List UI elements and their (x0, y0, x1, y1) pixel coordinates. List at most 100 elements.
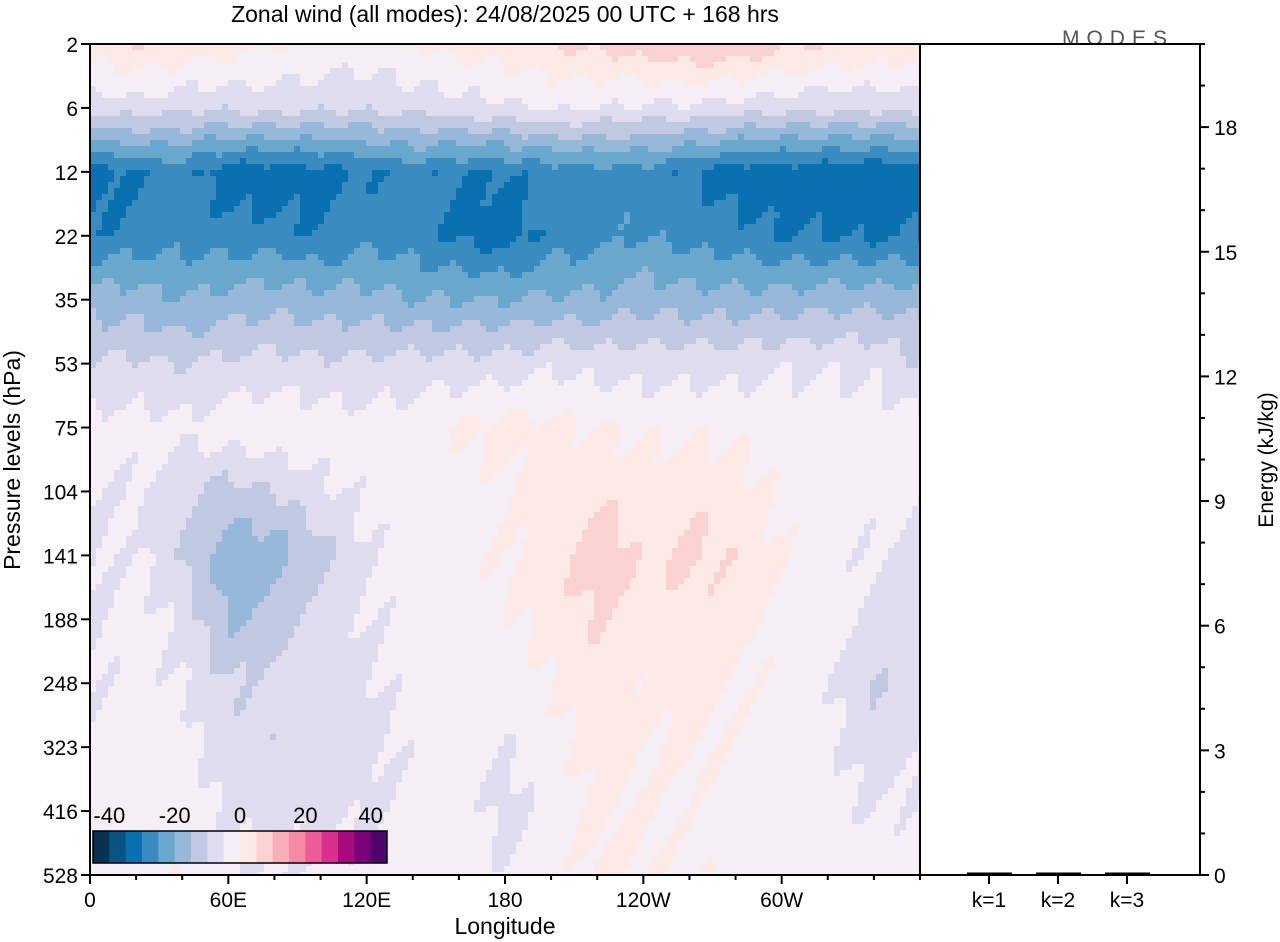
field-cell (582, 212, 589, 219)
field-cell (114, 98, 121, 105)
field-cell (660, 248, 667, 255)
field-cell (450, 116, 457, 123)
field-cell (138, 194, 145, 201)
field-cell (564, 74, 571, 81)
field-cell (456, 242, 463, 249)
field-cell (282, 152, 289, 159)
field-cell (612, 218, 619, 225)
field-cell (264, 44, 271, 51)
field-cell (660, 68, 667, 75)
field-cell (828, 188, 835, 195)
field-cell (396, 182, 403, 189)
field-cell (96, 68, 103, 75)
field-cell (528, 86, 535, 93)
field-cell (102, 230, 109, 237)
field-cell (456, 56, 463, 63)
field-cell (510, 212, 517, 219)
field-cell (774, 218, 781, 225)
field-cell (168, 236, 175, 243)
field-cell (174, 80, 181, 87)
field-cell (594, 98, 601, 105)
field-cell (690, 254, 697, 261)
field-cell (150, 236, 157, 243)
field-cell (246, 92, 253, 99)
field-cell (174, 68, 181, 75)
field-cell (390, 140, 397, 147)
field-cell (816, 80, 823, 87)
field-cell (750, 50, 757, 57)
field-cell (438, 236, 445, 243)
field-cell (264, 152, 271, 159)
field-cell (300, 230, 307, 237)
field-cell (216, 200, 223, 207)
field-cell (894, 128, 901, 135)
field-cell (474, 122, 481, 129)
field-cell (774, 176, 781, 183)
field-cell (672, 116, 679, 123)
field-cell (192, 152, 199, 159)
field-cell (672, 86, 679, 93)
field-cell (546, 254, 553, 261)
field-cell (666, 104, 673, 111)
field-cell (438, 92, 445, 99)
field-cell (108, 128, 115, 135)
field-cell (528, 254, 535, 261)
field-cell (288, 104, 295, 111)
field-cell (822, 176, 829, 183)
field-cell (684, 206, 691, 213)
field-cell (150, 98, 157, 105)
field-cell (360, 200, 367, 207)
field-cell (864, 152, 871, 159)
field-cell (402, 110, 409, 117)
field-cell (522, 194, 529, 201)
field-cell (288, 86, 295, 93)
field-cell (162, 68, 169, 75)
field-cell (666, 236, 673, 243)
field-cell (396, 218, 403, 225)
field-cell (600, 140, 607, 147)
field-cell (666, 98, 673, 105)
field-cell (666, 128, 673, 135)
field-cell (360, 80, 367, 87)
field-cell (186, 62, 193, 69)
field-cell (96, 80, 103, 87)
field-cell (726, 158, 733, 165)
field-cell (324, 248, 331, 255)
field-cell (426, 176, 433, 183)
field-cell (618, 104, 625, 111)
field-cell (108, 158, 115, 165)
field-cell (108, 146, 115, 153)
field-cell (852, 200, 859, 207)
field-cell (900, 176, 907, 183)
field-cell (444, 200, 451, 207)
field-cell (132, 254, 139, 261)
field-cell (510, 206, 517, 213)
field-cell (732, 92, 739, 99)
field-cell (348, 62, 355, 69)
field-cell (516, 62, 523, 69)
field-cell (720, 98, 727, 105)
field-cell (876, 98, 883, 105)
field-cell (780, 176, 787, 183)
field-cell (384, 134, 391, 141)
field-cell (768, 254, 775, 261)
field-cell (600, 218, 607, 225)
wind-field (90, 44, 921, 876)
field-cell (786, 44, 793, 51)
field-cell (588, 134, 595, 141)
field-cell (468, 74, 475, 81)
field-cell (294, 206, 301, 213)
field-cell (366, 236, 373, 243)
field-cell (756, 236, 763, 243)
field-cell (528, 68, 535, 75)
field-cell (576, 68, 583, 75)
field-cell (810, 242, 817, 249)
field-cell (792, 116, 799, 123)
field-cell (906, 152, 913, 159)
field-cell (288, 212, 295, 219)
field-cell (876, 200, 883, 207)
field-cell (360, 158, 367, 165)
field-cell (732, 134, 739, 141)
field-cell (912, 134, 919, 141)
field-cell (348, 122, 355, 129)
